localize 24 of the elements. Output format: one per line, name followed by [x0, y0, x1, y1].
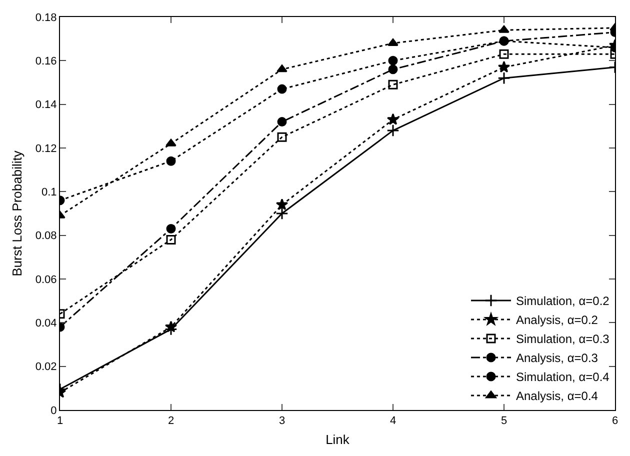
y-tick-label: 0.02 [35, 361, 57, 374]
y-tick-label: 0.04 [35, 318, 57, 330]
x-tick-label: 5 [500, 415, 508, 428]
x-tick-label: 2 [168, 415, 174, 428]
y-tick-label: 0.16 [35, 56, 57, 68]
y-tick-label: 0.14 [35, 99, 57, 112]
legend-label: Analysis, α=0.4 [516, 389, 598, 404]
legend-label: Simulation, α=0.3 [516, 332, 610, 346]
y-tick-label: 0.1 [42, 186, 57, 199]
x-tick-label: 4 [390, 415, 396, 428]
y-tick-label: 0.06 [35, 274, 57, 286]
x-tick-label: 3 [278, 415, 286, 428]
y-tick-label: 0.12 [35, 142, 57, 155]
x-tick-label: 1 [56, 415, 64, 428]
y-tick-label: 0 [50, 404, 57, 417]
legend-label: Simulation, α=0.2 [516, 294, 610, 308]
y-tick-label: 0.08 [35, 230, 57, 242]
y-axis-title: Burst Loss Probability [9, 150, 24, 276]
x-axis-title: Link [326, 432, 350, 447]
x-tick-label: 6 [612, 415, 618, 428]
legend-label: Simulation, α=0.4 [516, 370, 610, 384]
legend-label: Analysis, α=0.3 [516, 351, 598, 366]
y-tick-label: 0.18 [35, 12, 57, 24]
legend-label: Analysis, α=0.2 [516, 313, 598, 328]
